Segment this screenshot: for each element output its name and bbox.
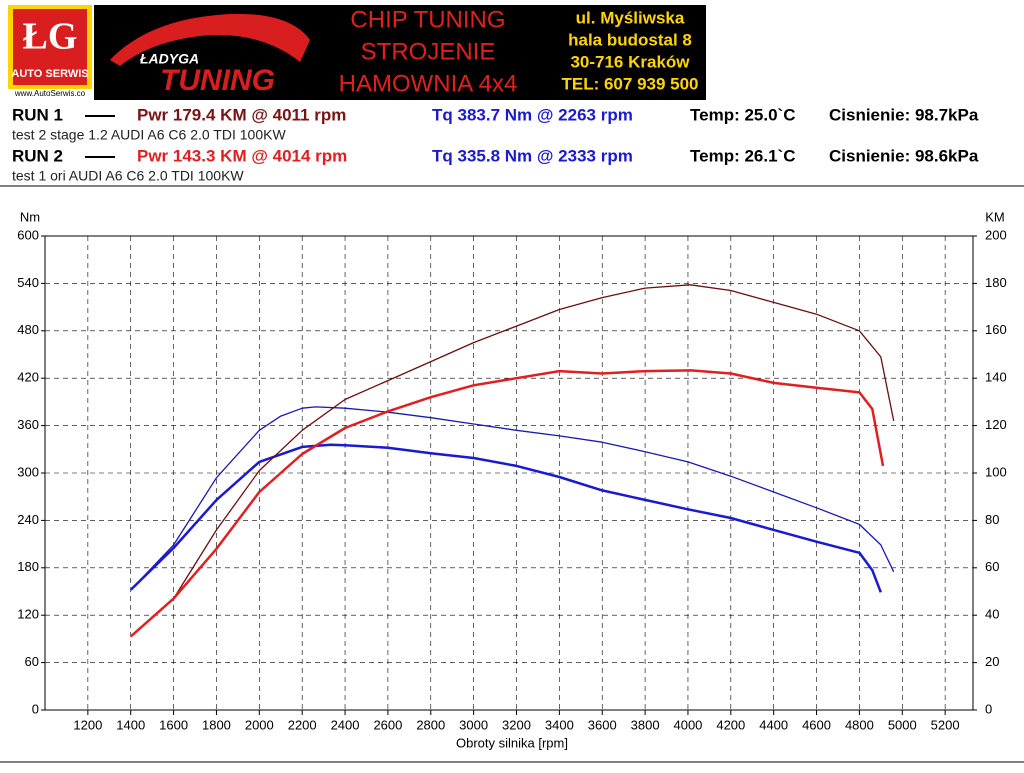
x-tick-label: 3800 (631, 717, 660, 732)
service: HAMOWNIA 4x4 (339, 70, 518, 97)
y-tick-label: 360 (17, 417, 39, 432)
logo-box (13, 9, 87, 85)
run-description: test 1 ori AUDI A6 C6 2.0 TDI 100KW (12, 168, 244, 184)
x-tick-label: 1600 (159, 717, 188, 732)
service: STROJENIE (361, 38, 496, 65)
run-label: RUN 1 (12, 105, 63, 124)
y2-tick-label: 20 (985, 654, 999, 669)
y-tick-label: 480 (17, 322, 39, 337)
brand-top: ŁADYGA (139, 51, 199, 67)
y-tick-label: 600 (17, 227, 39, 242)
address: hala budostal 8 (568, 30, 692, 49)
website: www.AutoSerwis.co (14, 89, 86, 98)
run-torque: Tq 383.7 Nm @ 2263 rpm (432, 105, 633, 124)
x-tick-label: 3400 (545, 717, 574, 732)
y-tick-label: 540 (17, 275, 39, 290)
x-tick-label: 3600 (588, 717, 617, 732)
run-torque: Tq 335.8 Nm @ 2333 rpm (432, 146, 633, 165)
service: CHIP TUNING (350, 6, 505, 33)
y2-tick-label: 180 (985, 275, 1007, 290)
y-tick-label: 240 (17, 512, 39, 527)
run-power: Pwr 179.4 KM @ 4011 rpm (137, 105, 346, 124)
x-tick-label: 2600 (373, 717, 402, 732)
y-tick-label: 300 (17, 464, 39, 479)
y-tick-label: 0 (32, 701, 39, 716)
curve (129, 443, 882, 593)
y2-tick-label: 80 (985, 512, 999, 527)
logo-sub: AUTO SERWIS (11, 68, 88, 80)
brand-bottom: TUNING (160, 64, 275, 97)
y-tick-label: 120 (17, 607, 39, 622)
x-tick-label: 4200 (716, 717, 745, 732)
y2-tick-label: 140 (985, 370, 1007, 385)
y2-tick-label: 0 (985, 701, 992, 716)
address: ul. Myśliwska (576, 8, 685, 27)
x-tick-label: 4600 (802, 717, 831, 732)
y-tick-label: 180 (17, 559, 39, 574)
x-tick-label: 2800 (416, 717, 445, 732)
x-tick-label: 4400 (759, 717, 788, 732)
y2-tick-label: 160 (985, 322, 1007, 337)
x-tick-label: 1200 (73, 717, 102, 732)
run-power: Pwr 143.3 KM @ 4014 rpm (137, 146, 347, 165)
x-axis-label: Obroty silnika [rpm] (456, 735, 568, 750)
x-tick-label: 5200 (931, 717, 960, 732)
y2-tick-label: 60 (985, 559, 999, 574)
y2-tick-label: 40 (985, 607, 999, 622)
y2-tick-label: 120 (985, 417, 1007, 432)
y2-axis-label: KM (985, 209, 1005, 224)
y-axis-label: Nm (20, 209, 40, 224)
x-tick-label: 2400 (331, 717, 360, 732)
run-temp: Temp: 26.1`C (690, 146, 796, 165)
y-tick-label: 60 (25, 654, 39, 669)
x-tick-label: 3200 (502, 717, 531, 732)
curve (130, 284, 895, 637)
x-tick-label: 4000 (673, 717, 702, 732)
logo-text: ŁG (23, 16, 78, 58)
run-pressure: Cisnienie: 98.6kPa (829, 146, 979, 165)
x-tick-label: 2200 (288, 717, 317, 732)
address: 30-716 Kraków (570, 52, 690, 71)
x-tick-label: 4800 (845, 717, 874, 732)
curve (129, 369, 885, 638)
run-temp: Temp: 25.0`C (690, 105, 796, 124)
curve (130, 406, 895, 591)
run-description: test 2 stage 1.2 AUDI A6 C6 2.0 TDI 100K… (12, 127, 286, 143)
address: TEL: 607 939 500 (561, 74, 698, 93)
run-pressure: Cisnienie: 98.7kPa (829, 105, 979, 124)
y-tick-label: 420 (17, 370, 39, 385)
x-tick-label: 1400 (116, 717, 145, 732)
x-tick-label: 1800 (202, 717, 231, 732)
run-label: RUN 2 (12, 146, 63, 165)
x-tick-label: 5000 (888, 717, 917, 732)
brand-car (110, 13, 310, 66)
y2-tick-label: 200 (985, 227, 1007, 242)
x-tick-label: 3000 (459, 717, 488, 732)
y2-tick-label: 100 (985, 464, 1007, 479)
x-tick-label: 2000 (245, 717, 274, 732)
